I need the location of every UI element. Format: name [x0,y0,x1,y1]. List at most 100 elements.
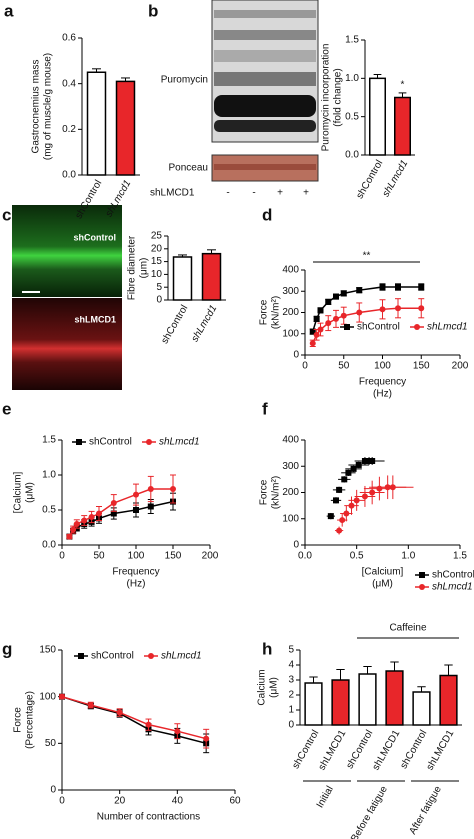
x-tick-label: 200 [202,551,219,562]
point [418,284,425,290]
x-axis-label: (Hz) [373,389,392,400]
x-tick-label: 100 [374,361,391,372]
y-tick-label: 1.0 [345,73,359,84]
y-tick-label: 100 [282,328,299,339]
point [145,721,152,728]
y-tick-label: 0.2 [62,124,76,135]
x-tick-label: 1.5 [453,551,467,562]
point [356,309,363,316]
point [376,485,383,492]
point [59,693,65,700]
y-tick-label: 5 [288,645,294,656]
y-tick-label: 1 [288,705,294,716]
x-tick-label: shControl [159,303,190,346]
series-line [312,307,422,344]
point [309,340,316,347]
x-axis-label: Number of contractions [97,812,200,823]
point [418,305,425,312]
y-axis-label: (μM) [269,677,280,698]
x-tick-label: 200 [452,361,469,372]
x-axis-label: [Calcium] [362,567,404,578]
x-tick-label: 0.5 [350,551,364,562]
y-tick-label: 0.5 [42,505,56,516]
point [369,458,376,464]
y-tick-label: 200 [282,307,299,318]
y-axis-label: (kN/m²) [271,296,282,329]
y-axis-label: Force [259,479,270,505]
series-line [68,488,173,537]
y-tick-label: 0.4 [62,78,76,89]
y-tick-label: 0.0 [62,170,76,181]
bar [394,96,411,156]
point [147,486,154,492]
y-tick-label: 0.5 [345,111,359,122]
legend-label: shControl [89,437,132,448]
point [327,513,334,520]
point [350,465,357,472]
point [81,517,88,524]
point [73,521,80,527]
legend-label: shControl [432,570,474,581]
x-tick-label: 0 [302,361,308,372]
point [133,507,139,513]
group-label: Before fatigue [349,784,390,839]
y-axis-label: (Percentage) [25,691,36,749]
x-axis-label: Frequency [112,567,159,578]
legend-label: shLmcd1 [161,651,202,662]
point [333,293,339,300]
panel-letter: e [2,399,11,418]
legend-marker [419,572,425,578]
x-tick-label: 0.0 [298,551,312,562]
legend-marker [76,439,82,445]
y-tick-label: 300 [282,286,299,297]
bar [385,670,404,726]
x-tick-label: 150 [165,551,182,562]
panel-letter: h [262,639,272,658]
group-label: After fatigue [407,784,444,837]
point [325,298,332,305]
legend-marker [148,653,154,659]
lane-label: shLMCD1 [150,188,195,199]
y-tick-label: 25 [151,231,163,242]
x-axis-label: (μM) [372,579,393,590]
point [203,735,210,742]
legend-marker [414,324,420,330]
x-tick-label: 60 [229,796,241,807]
micrograph [12,298,122,390]
point [88,514,95,520]
point [317,326,324,333]
y-tick-label: 15 [151,256,163,267]
legend-label: shLmcd1 [427,322,468,333]
point [333,497,339,504]
point [174,728,181,735]
point [340,312,347,319]
group-label: Initial [315,784,336,810]
bar [201,252,222,301]
y-tick-label: 1.5 [345,35,359,46]
point [313,331,320,338]
legend-label: shLmcd1 [159,437,200,448]
point [395,284,401,290]
point [355,461,362,468]
bar [172,256,193,301]
point [341,476,348,483]
y-tick-label: 3 [288,675,294,686]
point [336,527,343,534]
image-label: shLMCD1 [74,314,116,324]
point [87,702,94,709]
y-tick-label: 0 [293,350,299,361]
point [348,502,355,509]
y-tick-label: 20 [151,243,163,254]
x-tick-label: shControl [290,728,321,771]
point [147,503,154,510]
bar [439,674,458,726]
panel-letter: f [262,399,268,418]
point [379,306,386,313]
legend-marker [344,324,350,330]
band-label: Ponceau [169,163,208,174]
point [369,489,376,496]
y-tick-label: 150 [39,645,56,656]
legend-marker [419,584,425,590]
bar [331,679,350,726]
bar [412,691,431,726]
